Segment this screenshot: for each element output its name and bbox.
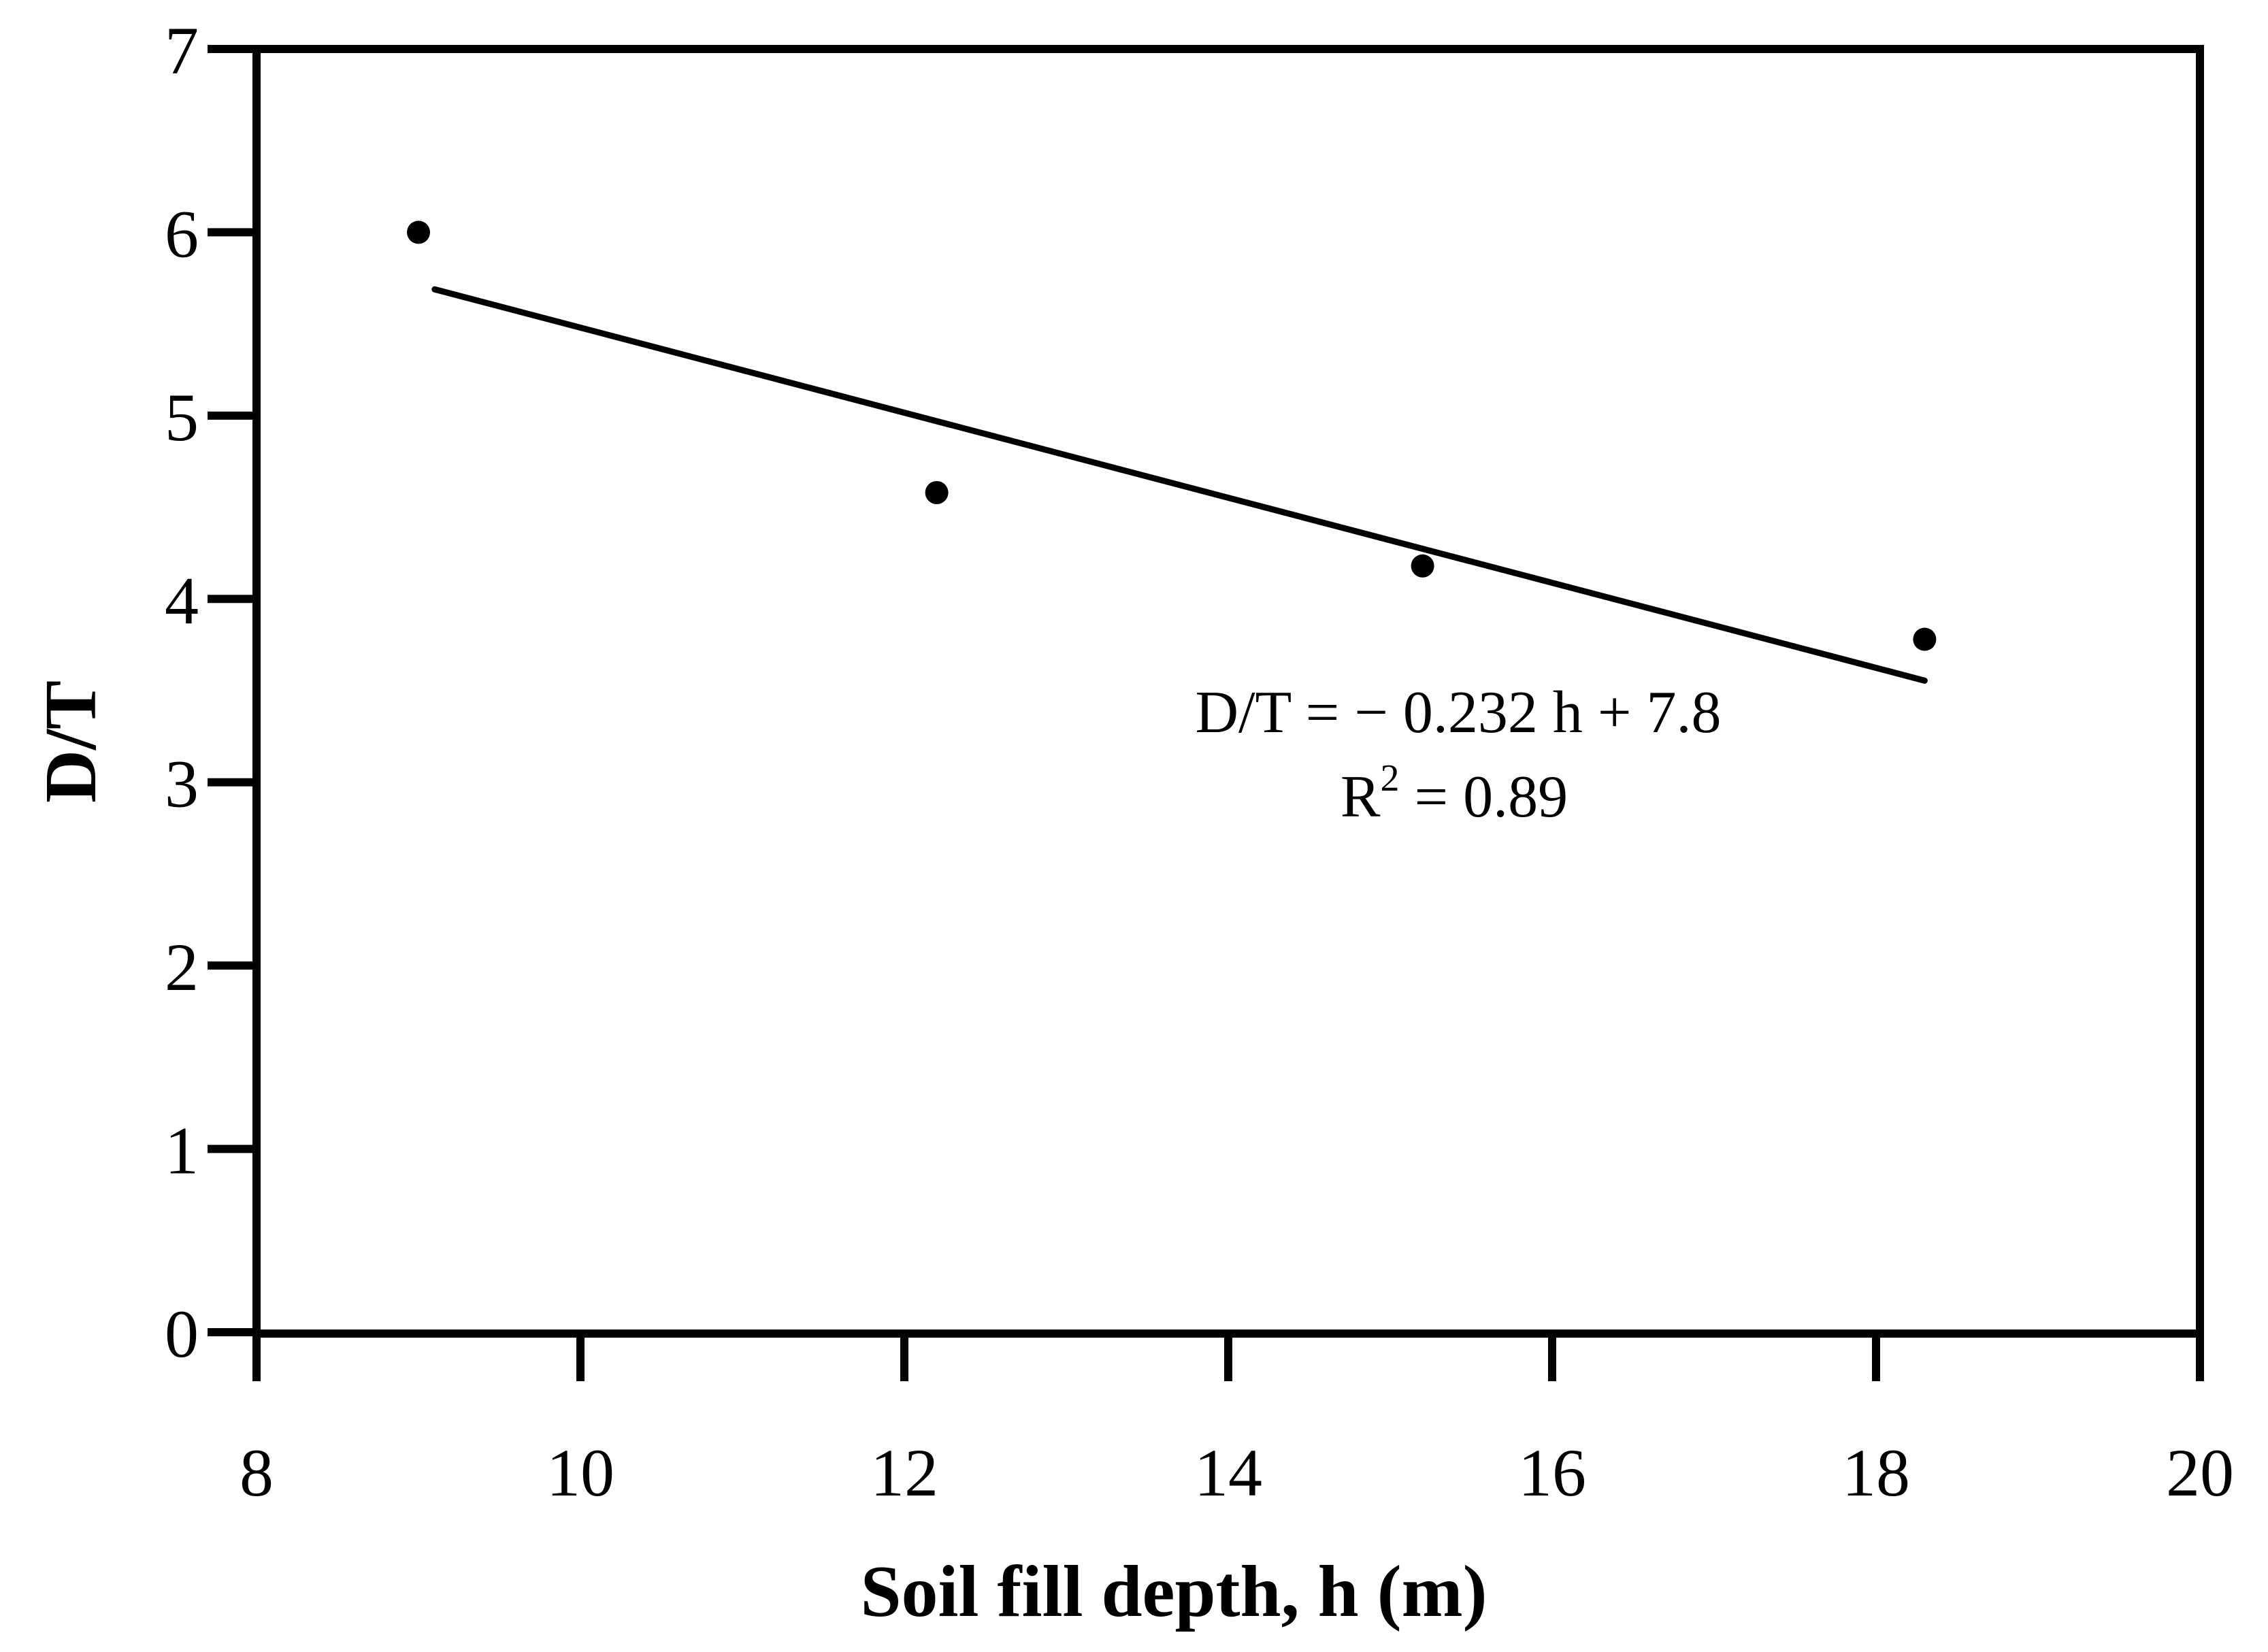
y-axis-title: D/T (31, 680, 112, 803)
trend-line (431, 286, 1928, 684)
x-tick-label: 12 (870, 1435, 938, 1510)
r-squared-value: = 0.89 (1400, 764, 1568, 830)
data-points-layer (407, 220, 1937, 651)
regression-equation: D/T = − 0.232 h + 7.8 (1195, 680, 1721, 746)
y-tick-label: 5 (165, 380, 199, 455)
y-tick-label: 6 (165, 196, 199, 271)
x-tick-label: 20 (2166, 1435, 2234, 1510)
r-squared-label: R2 = 0.89 (1341, 757, 1568, 830)
data-point (925, 481, 949, 505)
y-tick-label: 4 (165, 563, 199, 638)
x-axis-title: Soil fill depth, h (m) (860, 1551, 1487, 1632)
y-tick-label: 7 (165, 13, 199, 88)
y-tick-label: 2 (165, 929, 199, 1005)
x-tick-label: 14 (1194, 1435, 1262, 1510)
ticks-layer (208, 45, 2204, 1381)
x-tick-label: 16 (1518, 1435, 1586, 1510)
y-tick-label: 0 (165, 1296, 199, 1372)
x-tick-label: 8 (240, 1435, 274, 1510)
r-squared-symbol: R (1341, 764, 1381, 830)
data-point (1411, 554, 1434, 578)
data-point (407, 220, 430, 244)
r-squared-superscript: 2 (1381, 757, 1400, 799)
y-tick-label: 1 (165, 1113, 199, 1189)
y-tick-label: 3 (165, 746, 199, 822)
data-point (1913, 627, 1937, 651)
x-tick-label: 10 (546, 1435, 614, 1510)
x-tick-label: 18 (1842, 1435, 1910, 1510)
